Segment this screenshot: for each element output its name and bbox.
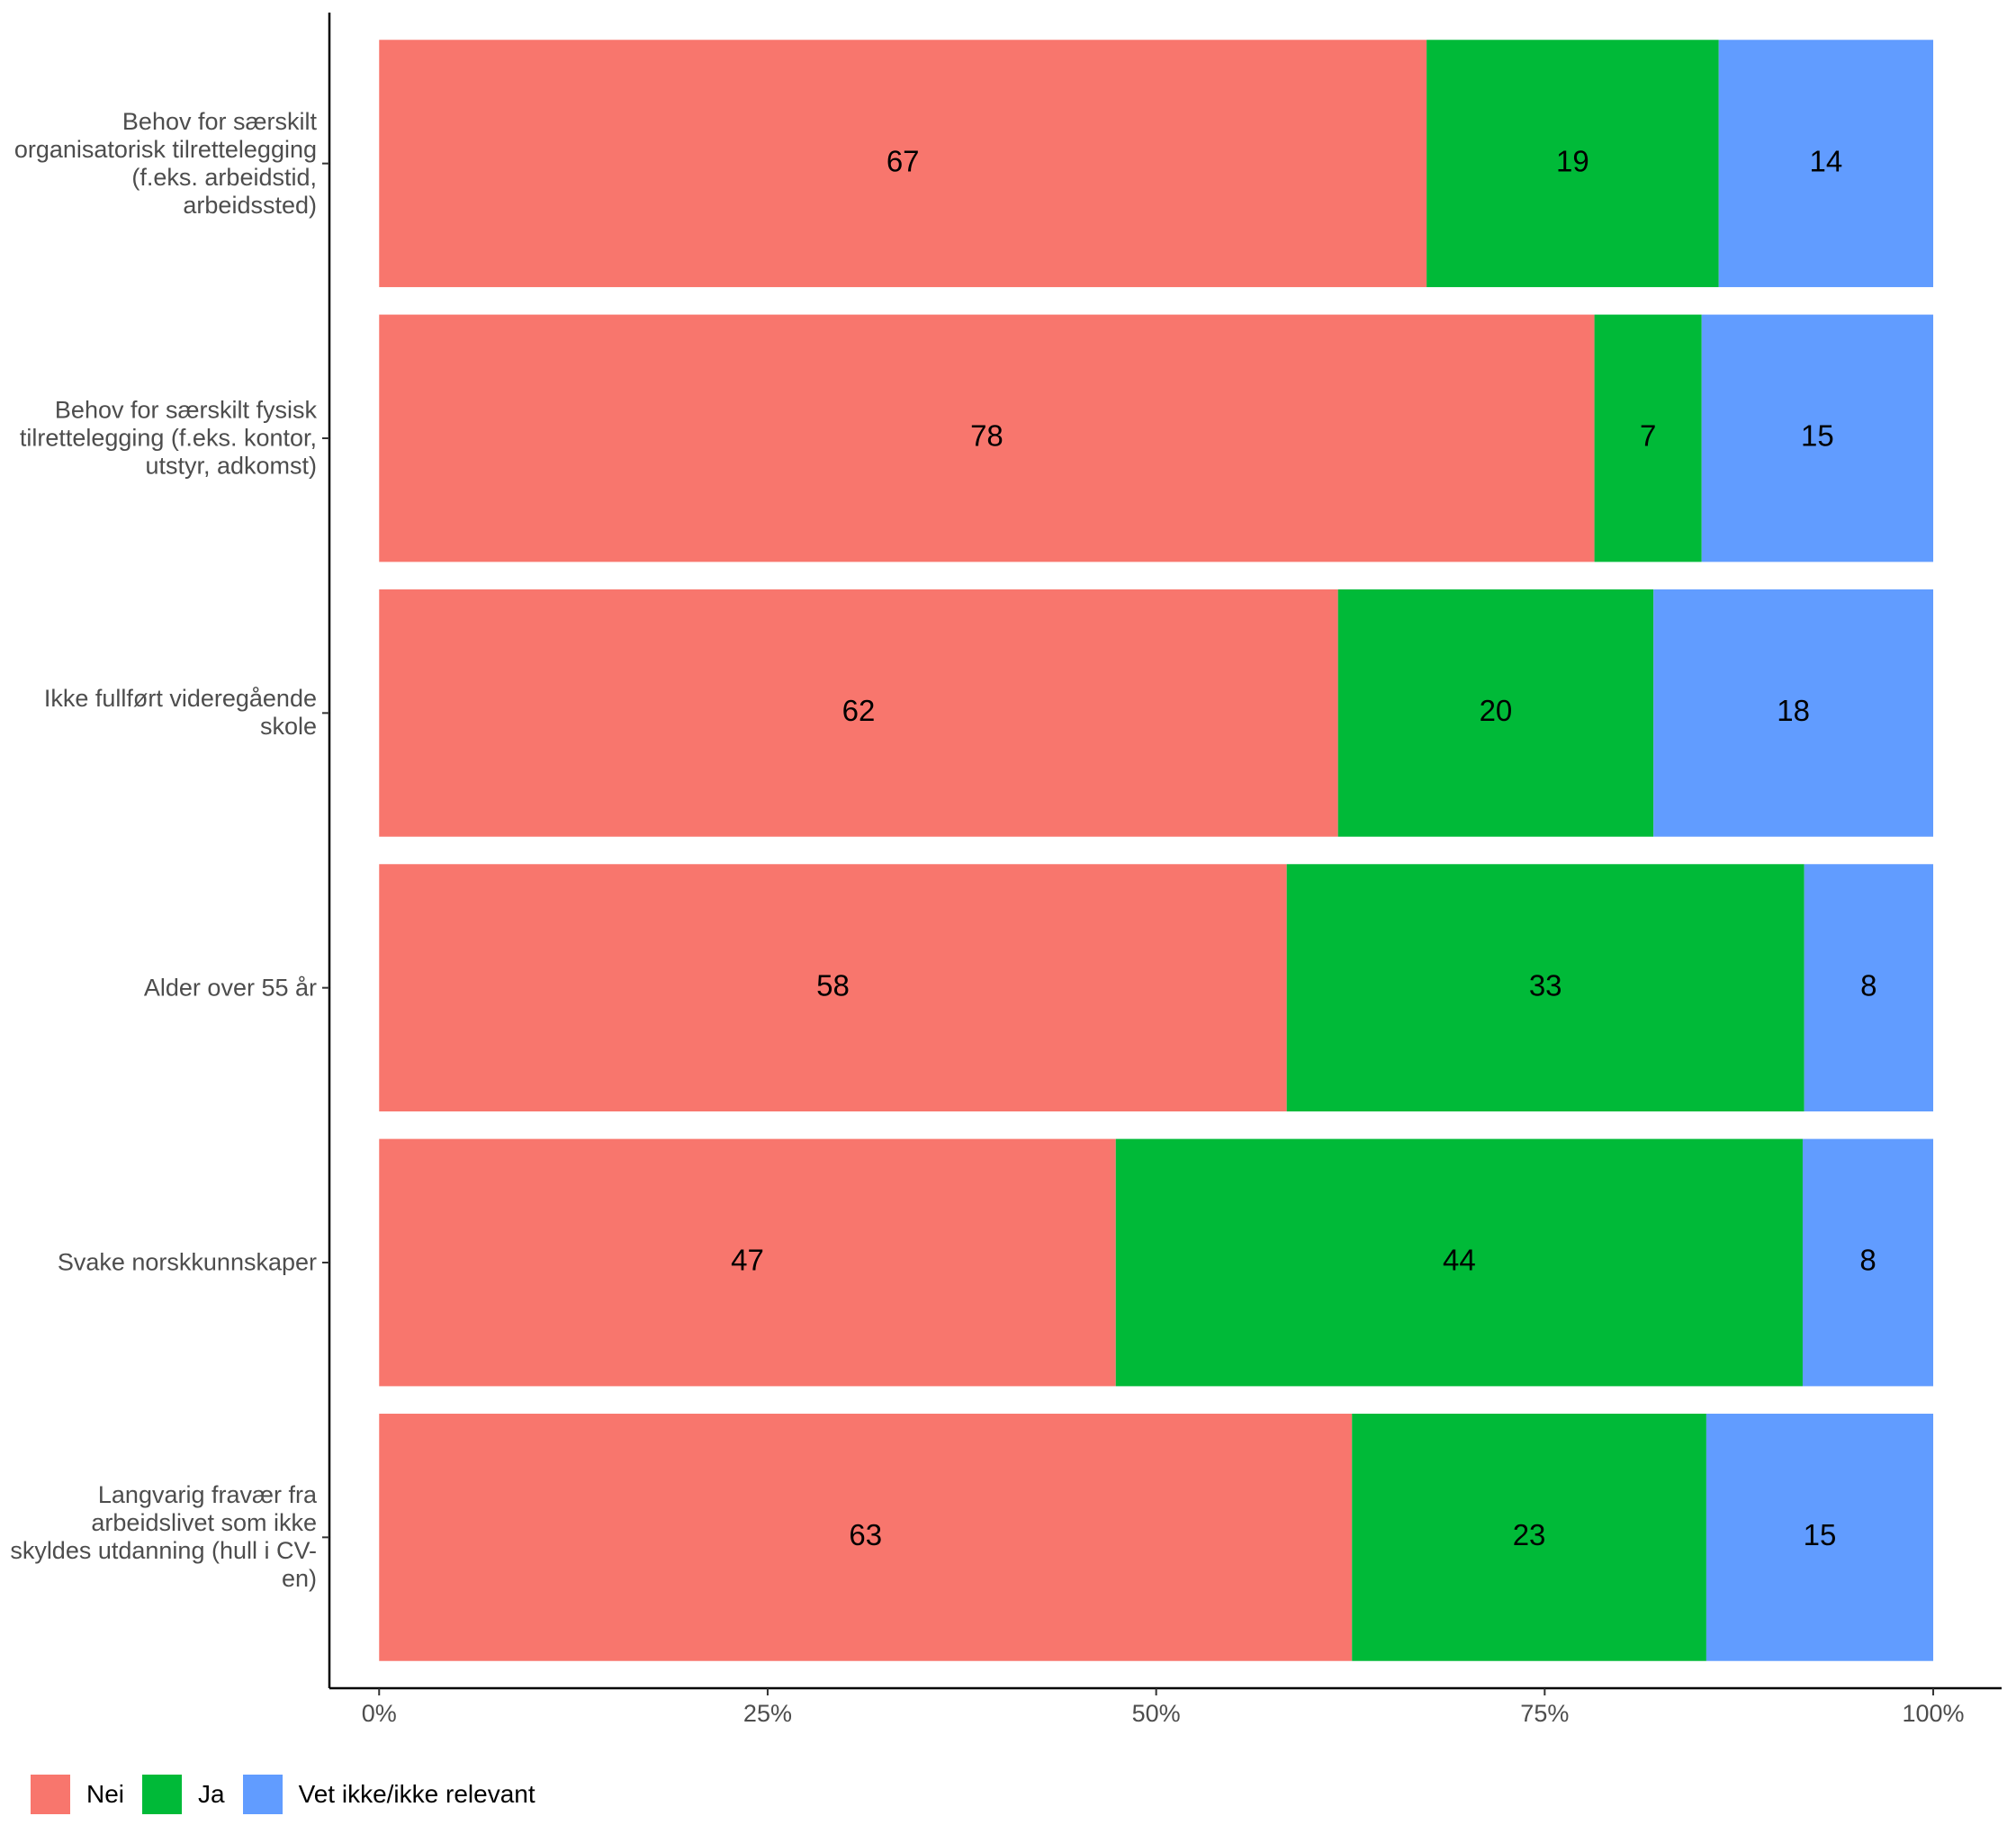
legend-label: Ja <box>198 1780 225 1808</box>
data-label: 63 <box>849 1518 882 1551</box>
x-tick-label: 100% <box>1902 1700 1964 1727</box>
bar-segment <box>1594 314 1702 562</box>
data-label: 8 <box>1859 1244 1876 1277</box>
y-tick-label: Langvarig fravær fra arbeidslivet som ik… <box>10 1481 317 1593</box>
legend-label: Vet ikke/ikke relevant <box>298 1780 536 1808</box>
bar-segment <box>1115 1138 1803 1387</box>
data-label: 19 <box>1556 144 1589 177</box>
legend-item: Nei <box>31 1775 124 1814</box>
bar-segment <box>1701 314 1934 562</box>
bar-segment <box>379 1413 1353 1661</box>
data-label: 33 <box>1529 968 1562 1002</box>
legend-item: Vet ikke/ikke relevant <box>242 1775 536 1814</box>
bar-segment <box>379 864 1287 1112</box>
legend-swatch <box>242 1775 283 1814</box>
legend-swatch <box>31 1775 70 1814</box>
bar-segment <box>1802 1138 1934 1387</box>
x-tick-label: 0% <box>362 1700 397 1727</box>
y-tick-label: Svake norskkunnskaper <box>57 1248 317 1276</box>
y-tick-label: Alder over 55 år <box>143 974 317 1002</box>
data-label: 23 <box>1513 1518 1546 1551</box>
legend-swatch <box>142 1775 183 1814</box>
bar-segment <box>379 40 1427 288</box>
data-label: 20 <box>1480 694 1513 727</box>
data-label: 8 <box>1860 968 1876 1002</box>
data-label: 44 <box>1443 1244 1476 1277</box>
x-tick-label: 25% <box>743 1700 792 1727</box>
data-label: 78 <box>970 419 1004 453</box>
y-tick-label: Ikke fullført videregående skole <box>43 685 317 741</box>
x-tick-label: 75% <box>1520 1700 1569 1727</box>
legend-item: Ja <box>142 1775 225 1814</box>
data-label: 15 <box>1801 419 1834 453</box>
bar-segment <box>1352 1413 1706 1661</box>
bar-segment <box>1286 864 1804 1112</box>
data-label: 18 <box>1777 694 1810 727</box>
data-label: 67 <box>886 144 920 177</box>
data-label: 14 <box>1810 144 1843 177</box>
bar-segment <box>1653 589 1934 837</box>
legend-label: Nei <box>86 1780 125 1808</box>
bar-segment <box>379 1138 1116 1387</box>
y-tick-label: Behov for særskilt fysisk tilretteleggin… <box>19 396 317 480</box>
data-label: 15 <box>1804 1518 1837 1551</box>
bar-segment <box>1337 589 1654 837</box>
x-tick-label: 50% <box>1132 1700 1181 1727</box>
bar-segment <box>379 589 1338 837</box>
bar-segment <box>1718 40 1934 288</box>
data-label: 62 <box>842 694 876 727</box>
y-tick-label: Behov for særskilt organisatorisk tilret… <box>14 107 317 219</box>
bar-segment <box>1426 40 1719 288</box>
data-label: 58 <box>816 968 850 1002</box>
data-label: 47 <box>731 1244 764 1277</box>
bar-segment <box>379 314 1595 562</box>
bar-segment <box>1706 1413 1934 1661</box>
data-label: 7 <box>1640 419 1656 453</box>
bar-segment <box>1804 864 1934 1112</box>
